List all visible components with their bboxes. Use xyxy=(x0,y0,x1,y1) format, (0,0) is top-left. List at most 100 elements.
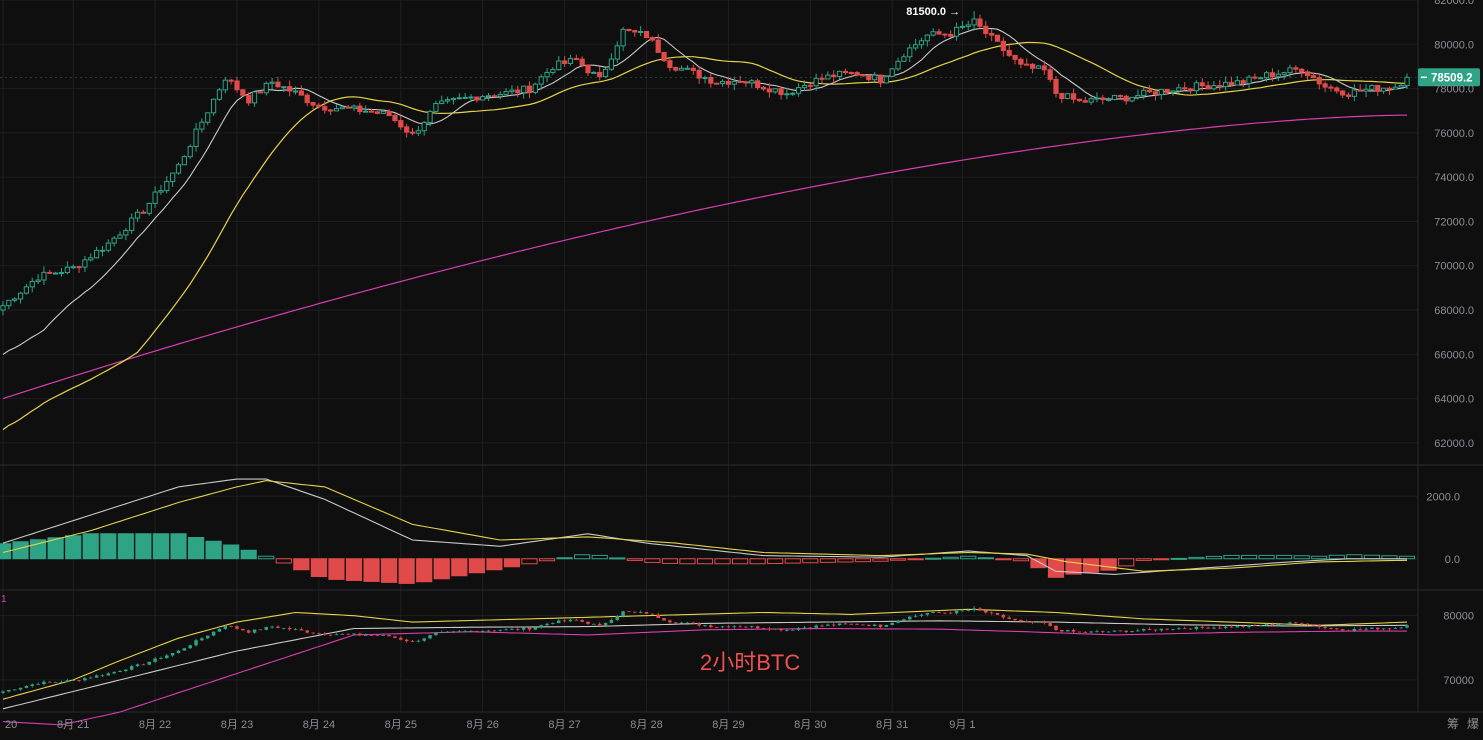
candle[interactable] xyxy=(450,97,457,105)
candle[interactable] xyxy=(503,88,509,95)
candle[interactable] xyxy=(1047,64,1053,83)
candle[interactable] xyxy=(275,76,281,88)
candle[interactable] xyxy=(1065,92,1071,100)
candle[interactable] xyxy=(983,20,989,39)
candle[interactable] xyxy=(1106,97,1112,102)
candle[interactable] xyxy=(269,77,275,90)
candle[interactable] xyxy=(199,118,205,133)
candle[interactable] xyxy=(421,120,427,136)
candle[interactable] xyxy=(1193,80,1200,96)
candle[interactable] xyxy=(1334,86,1340,94)
candle[interactable] xyxy=(58,268,65,277)
candle[interactable] xyxy=(409,127,416,136)
candle[interactable] xyxy=(1129,96,1135,103)
candle[interactable] xyxy=(310,101,316,110)
macd-panel[interactable]: 2000.0 0.0 1 xyxy=(0,478,1460,605)
candle[interactable] xyxy=(1299,68,1305,78)
candle[interactable] xyxy=(1369,84,1375,91)
candle[interactable] xyxy=(942,33,948,39)
candle[interactable] xyxy=(924,34,930,47)
candle[interactable] xyxy=(1246,75,1252,89)
candle[interactable] xyxy=(649,36,655,42)
bollinger-panel[interactable]: 80000 70000 2小时BTC xyxy=(0,606,1474,726)
candle[interactable] xyxy=(64,261,70,275)
candle[interactable] xyxy=(977,14,983,29)
candle[interactable] xyxy=(655,33,661,53)
candle[interactable] xyxy=(561,56,568,67)
candle[interactable] xyxy=(1199,78,1205,91)
candle[interactable] xyxy=(1076,98,1083,102)
candle[interactable] xyxy=(1322,81,1328,93)
candle[interactable] xyxy=(398,115,404,130)
candle[interactable] xyxy=(1375,84,1381,96)
candle[interactable] xyxy=(801,80,808,92)
candle[interactable] xyxy=(1035,65,1042,70)
candle[interactable] xyxy=(1082,96,1088,103)
candle[interactable] xyxy=(304,93,310,107)
candle[interactable] xyxy=(877,74,884,88)
candle[interactable] xyxy=(316,102,322,109)
candle[interactable] xyxy=(1029,63,1036,74)
candle[interactable] xyxy=(93,246,100,259)
candle[interactable] xyxy=(287,80,293,97)
candle[interactable] xyxy=(1053,76,1059,98)
candle[interactable] xyxy=(1217,79,1223,91)
candle[interactable] xyxy=(246,92,252,106)
candle[interactable] xyxy=(912,38,919,51)
candle[interactable] xyxy=(766,83,772,98)
candle[interactable] xyxy=(181,155,187,166)
candle[interactable] xyxy=(989,29,995,42)
candle[interactable] xyxy=(1024,58,1030,66)
candle[interactable] xyxy=(35,274,41,284)
candle[interactable] xyxy=(620,26,626,52)
candle[interactable] xyxy=(614,41,620,63)
candle[interactable] xyxy=(632,30,638,37)
candle[interactable] xyxy=(1345,92,1352,100)
price-panel[interactable]: 81500.0 → 78509.2 xyxy=(0,6,1480,431)
candle[interactable] xyxy=(755,78,761,90)
candle[interactable] xyxy=(1240,78,1246,88)
candle[interactable] xyxy=(327,109,334,116)
candle[interactable] xyxy=(1146,84,1153,94)
candle[interactable] xyxy=(591,70,597,74)
candle[interactable] xyxy=(497,91,503,100)
candle[interactable] xyxy=(1275,69,1281,81)
candle[interactable] xyxy=(1018,57,1024,69)
candle[interactable] xyxy=(532,82,538,95)
candle[interactable] xyxy=(17,291,24,304)
candle[interactable] xyxy=(152,186,158,209)
chip-distribution-label[interactable]: 筹 xyxy=(1447,717,1459,731)
candle[interactable] xyxy=(889,67,895,78)
candle[interactable] xyxy=(292,86,299,95)
candle[interactable] xyxy=(638,26,644,37)
candle[interactable] xyxy=(1223,76,1229,91)
candle[interactable] xyxy=(1293,65,1299,73)
candle[interactable] xyxy=(842,68,849,75)
candle[interactable] xyxy=(819,73,825,84)
candle[interactable] xyxy=(994,34,1001,42)
candle[interactable] xyxy=(579,56,585,68)
candle[interactable] xyxy=(485,92,492,102)
candle[interactable] xyxy=(567,54,574,66)
candle[interactable] xyxy=(439,95,445,105)
candle[interactable] xyxy=(433,100,439,115)
candle[interactable] xyxy=(1170,90,1176,96)
candle[interactable] xyxy=(1070,88,1077,104)
candle[interactable] xyxy=(1012,54,1018,65)
candle[interactable] xyxy=(1310,72,1317,79)
candle[interactable] xyxy=(1088,96,1094,105)
candle[interactable] xyxy=(760,85,767,91)
candle[interactable] xyxy=(953,22,960,41)
candle[interactable] xyxy=(1059,92,1065,104)
candle[interactable] xyxy=(76,265,82,273)
candle[interactable] xyxy=(684,65,691,70)
candle[interactable] xyxy=(772,88,778,94)
candle[interactable] xyxy=(363,105,369,113)
candle[interactable] xyxy=(134,208,141,222)
candle[interactable] xyxy=(1152,90,1159,101)
candle[interactable] xyxy=(1164,88,1170,95)
candle[interactable] xyxy=(719,79,726,87)
candle[interactable] xyxy=(807,83,813,91)
candle[interactable] xyxy=(392,112,398,123)
